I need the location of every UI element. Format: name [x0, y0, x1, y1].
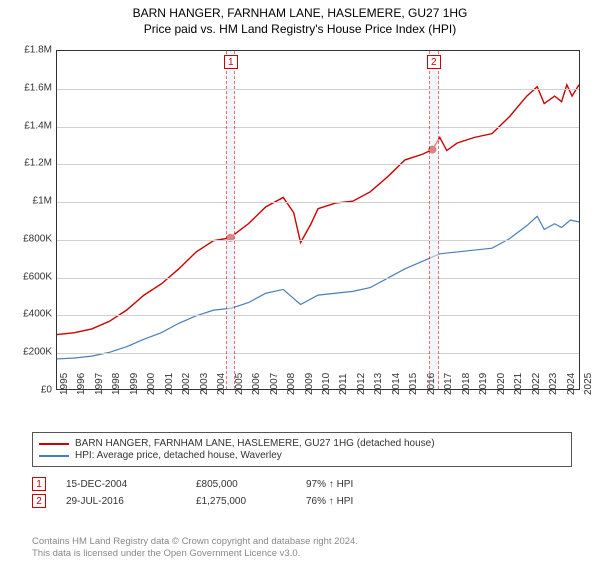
- legend-item-hpi: HPI: Average price, detached house, Wave…: [39, 450, 565, 461]
- up-arrow-icon: ↑: [329, 496, 334, 507]
- chart-title: BARN HANGER, FARNHAM LANE, HASLEMERE, GU…: [0, 6, 600, 20]
- footer-line-2: This data is licensed under the Open Gov…: [32, 548, 358, 560]
- y-axis-label: £1.8M: [24, 45, 52, 56]
- events-list: 1 15-DEC-2004 £805,000 97% ↑ HPI 2 29-JU…: [32, 474, 366, 511]
- y-axis-label: £600K: [23, 271, 52, 282]
- series-svg: [57, 51, 579, 389]
- legend-swatch-property: [39, 443, 69, 445]
- y-axis-label: £1.2M: [24, 158, 52, 169]
- legend-box: BARN HANGER, FARNHAM LANE, HASLEMERE, GU…: [32, 432, 572, 467]
- legend-label-hpi: HPI: Average price, detached house, Wave…: [75, 450, 282, 461]
- footer-attribution: Contains HM Land Registry data © Crown c…: [32, 536, 358, 560]
- y-axis-label: £1.4M: [24, 120, 52, 131]
- y-axis-label: £1M: [33, 196, 52, 207]
- event-2-price: £1,275,000: [196, 496, 306, 507]
- legend-label-property: BARN HANGER, FARNHAM LANE, HASLEMERE, GU…: [75, 438, 435, 449]
- y-axis-label: £800K: [23, 233, 52, 244]
- event-1-pct: 97% ↑ HPI: [306, 479, 366, 490]
- y-axis-label: £0: [41, 385, 52, 396]
- event-marker-2: 2: [32, 494, 46, 508]
- plot-area: 12: [56, 50, 580, 390]
- event-row-2: 2 29-JUL-2016 £1,275,000 76% ↑ HPI: [32, 494, 366, 508]
- event-1-date: 15-DEC-2004: [66, 479, 196, 490]
- footer-line-1: Contains HM Land Registry data © Crown c…: [32, 536, 358, 548]
- legend-item-property: BARN HANGER, FARNHAM LANE, HASLEMERE, GU…: [39, 438, 565, 449]
- y-axis-label: £200K: [23, 347, 52, 358]
- y-axis-label: £1.6M: [24, 82, 52, 93]
- event-1-price: £805,000: [196, 479, 306, 490]
- event-row-1: 1 15-DEC-2004 £805,000 97% ↑ HPI: [32, 477, 366, 491]
- chart-container: BARN HANGER, FARNHAM LANE, HASLEMERE, GU…: [0, 6, 600, 566]
- legend-swatch-hpi: [39, 455, 69, 457]
- event-marker-1: 1: [32, 477, 46, 491]
- event-band: [226, 51, 235, 389]
- event-2-pct: 76% ↑ HPI: [306, 496, 366, 507]
- y-axis-label: £400K: [23, 309, 52, 320]
- event-2-date: 29-JUL-2016: [66, 496, 196, 507]
- event-band-marker: 2: [427, 55, 441, 69]
- chart-subtitle: Price paid vs. HM Land Registry's House …: [0, 22, 600, 36]
- series-line-hpi: [57, 216, 579, 359]
- event-band: [429, 51, 439, 389]
- up-arrow-icon: ↑: [329, 479, 334, 490]
- event-band-marker: 1: [224, 55, 238, 69]
- series-line-property: [57, 85, 579, 335]
- chart-area: 12 £0£200K£400K£600K£800K£1M£1.2M£1.4M£1…: [10, 50, 590, 426]
- x-axis-label: 2025: [583, 373, 600, 395]
